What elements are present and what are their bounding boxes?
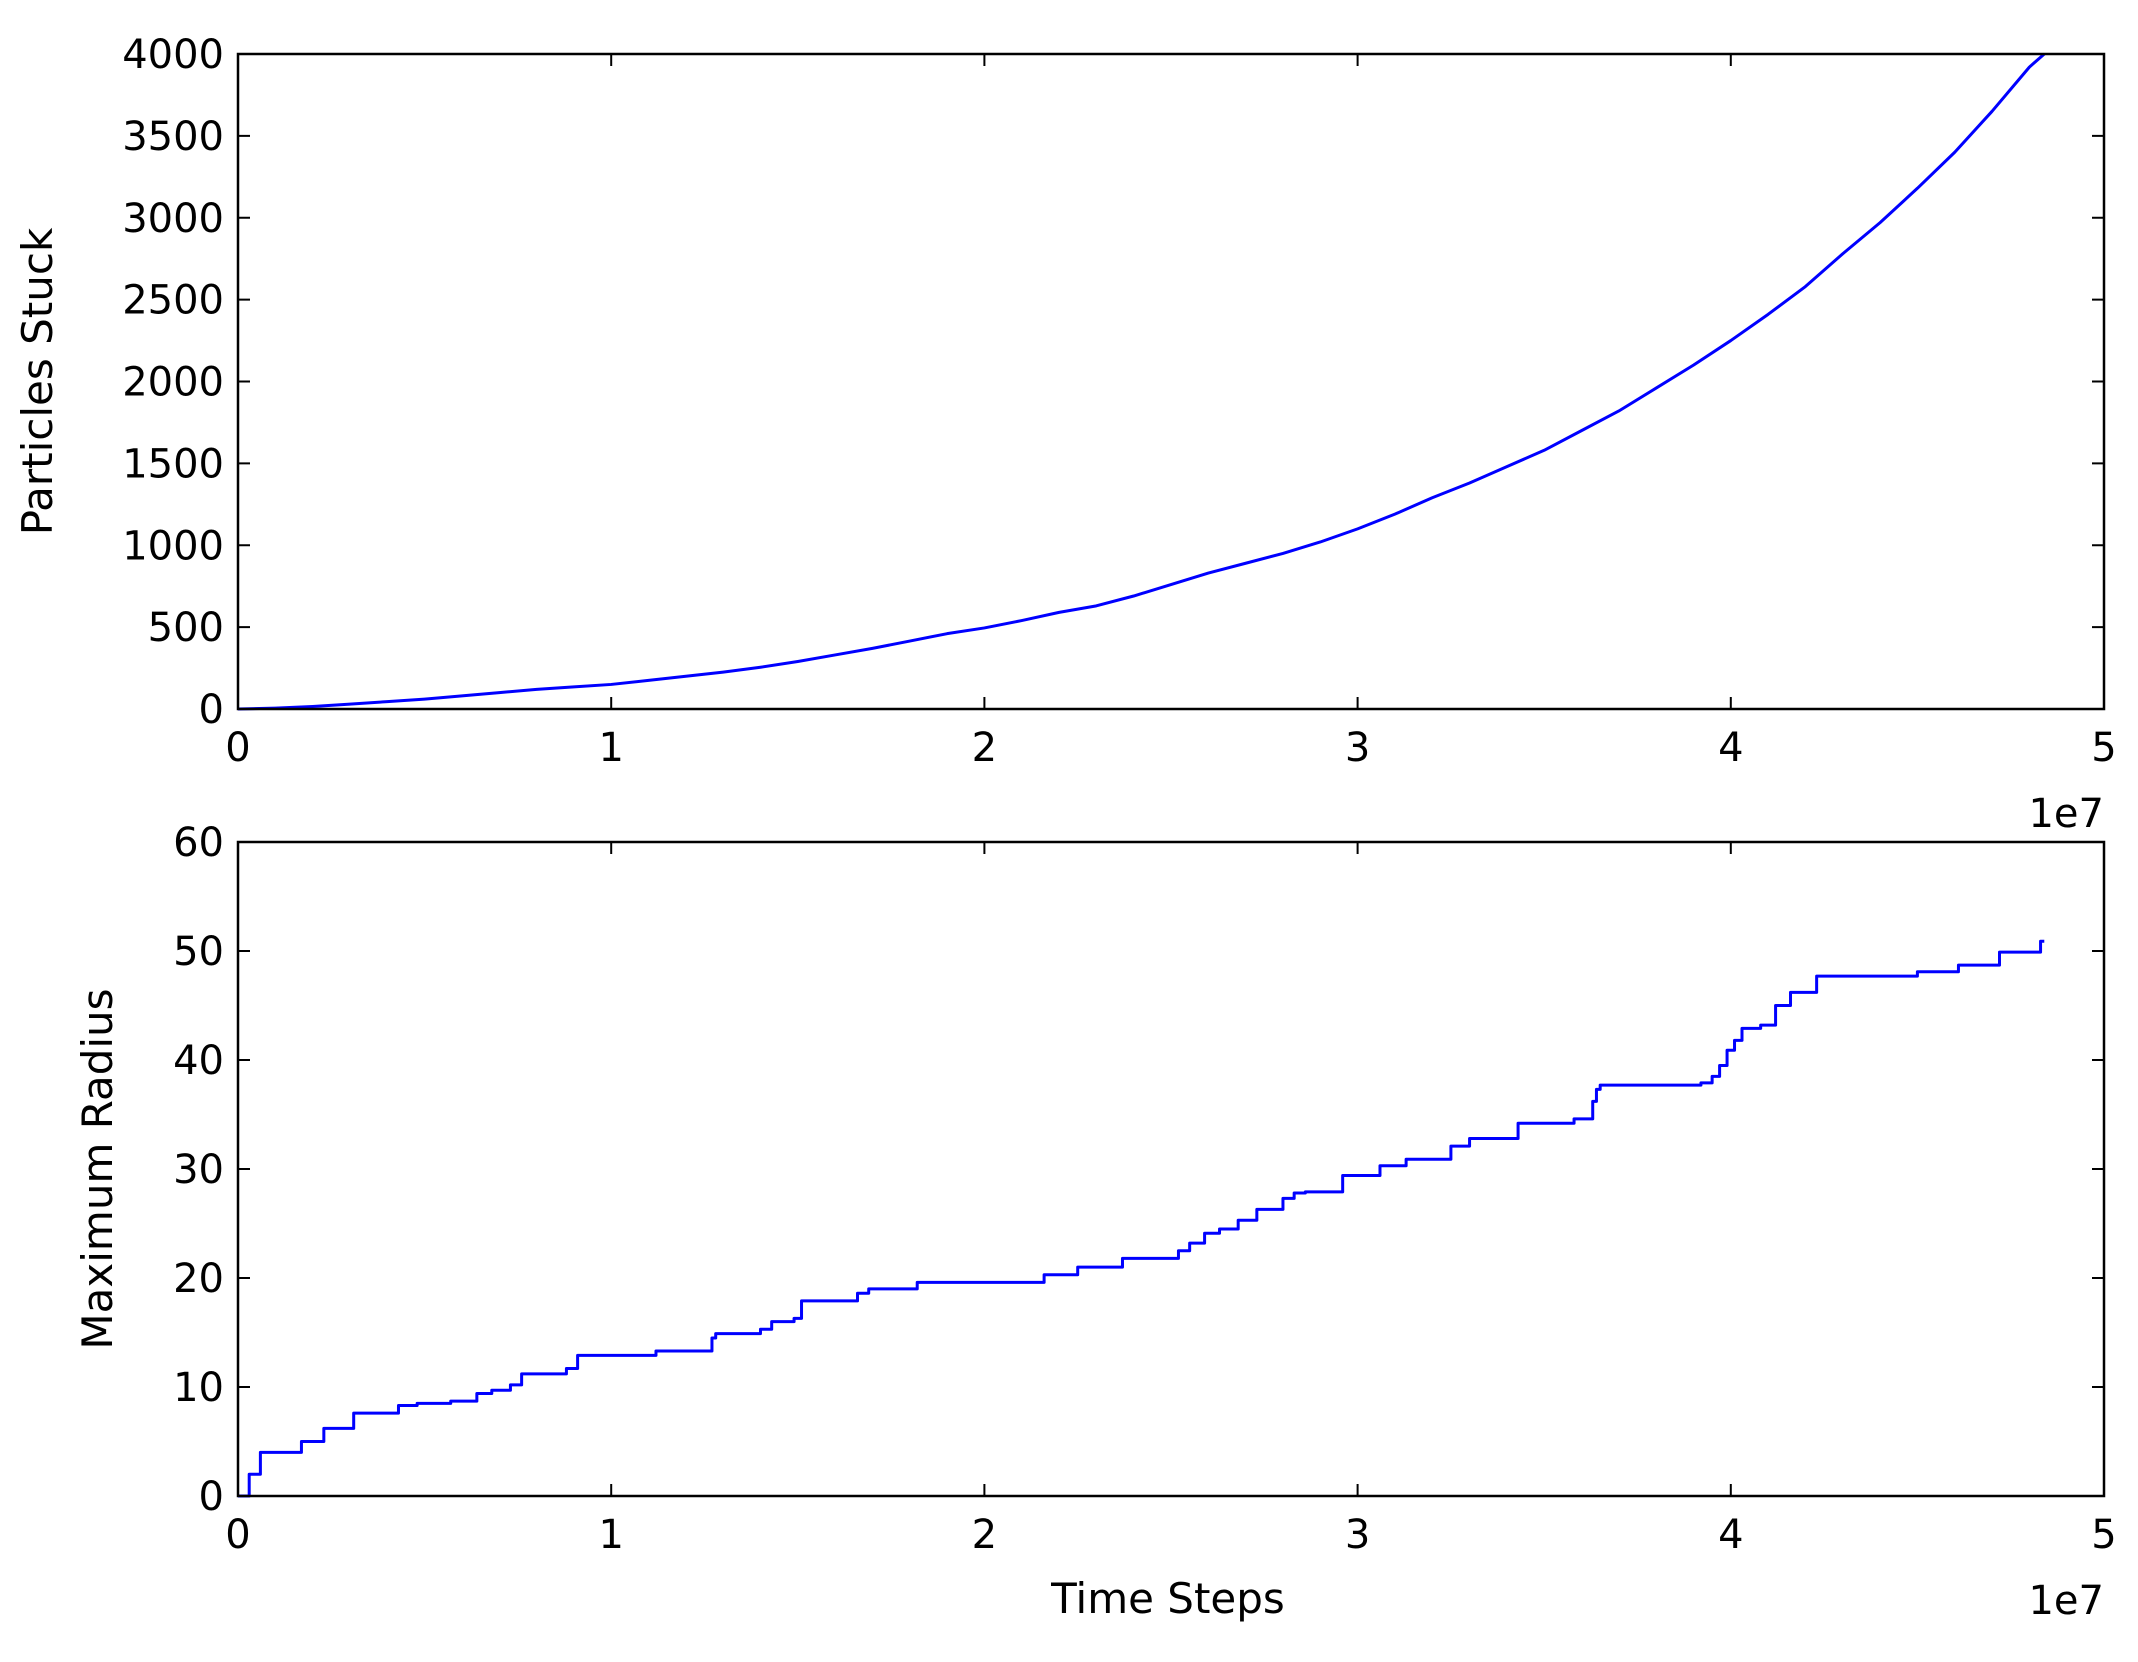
y-tick-label: 30: [173, 1147, 224, 1193]
x-tick-label: 1: [598, 725, 623, 771]
x-offset-label: 1e7: [2028, 1578, 2104, 1624]
x-tick-label: 1: [598, 1512, 623, 1558]
axes-frame: [236, 840, 2106, 1498]
y-tick-label: 50: [173, 929, 224, 975]
y-tick-label: 1000: [122, 523, 224, 569]
x-tick-label: 0: [225, 1512, 250, 1558]
x-offset-label: 1e7: [2028, 791, 2104, 837]
x-tick-label: 5: [2091, 725, 2116, 771]
y-tick-label: 10: [173, 1365, 224, 1411]
x-tick-label: 4: [1718, 725, 1743, 771]
x-tick-label: 5: [2091, 1512, 2116, 1558]
x-tick-label: 3: [1345, 725, 1370, 771]
y-tick-label: 2000: [122, 360, 224, 406]
x-tick-label: 4: [1718, 1512, 1743, 1558]
x-tick-label: 2: [972, 1512, 997, 1558]
series-line-0: [237, 52, 2046, 711]
y-tick-label: 3500: [122, 114, 224, 160]
top-panel-particles-stuck: 0 1 2 3 4 5 0 500 1000 1500 2000 2500 3000 3500 4000 1e…: [13, 32, 2117, 837]
y-tick-label: 4000: [122, 32, 224, 78]
y-tick-label: 60: [173, 820, 224, 866]
y-tick-label: 20: [173, 1256, 224, 1302]
y-tick-label: 40: [173, 1038, 224, 1084]
y-tick-label: 2500: [122, 278, 224, 324]
x-tick-label: 2: [972, 725, 997, 771]
x-axis-label: Time Steps: [1050, 1574, 1285, 1623]
x-tick-label: 3: [1345, 1512, 1370, 1558]
y-axis-label: Maximum Radius: [73, 988, 122, 1349]
series-line-0: [238, 939, 2045, 1498]
y-tick-label: 500: [148, 605, 224, 651]
y-axis-label: Particles Stuck: [13, 227, 62, 535]
axes-frame: [236, 52, 2106, 711]
y-tick-label: 1500: [122, 441, 224, 487]
y-tick-label: 0: [199, 687, 224, 733]
x-tick-label: 0: [225, 725, 250, 771]
y-tick-label: 3000: [122, 196, 224, 242]
y-tick-label: 0: [199, 1474, 224, 1520]
